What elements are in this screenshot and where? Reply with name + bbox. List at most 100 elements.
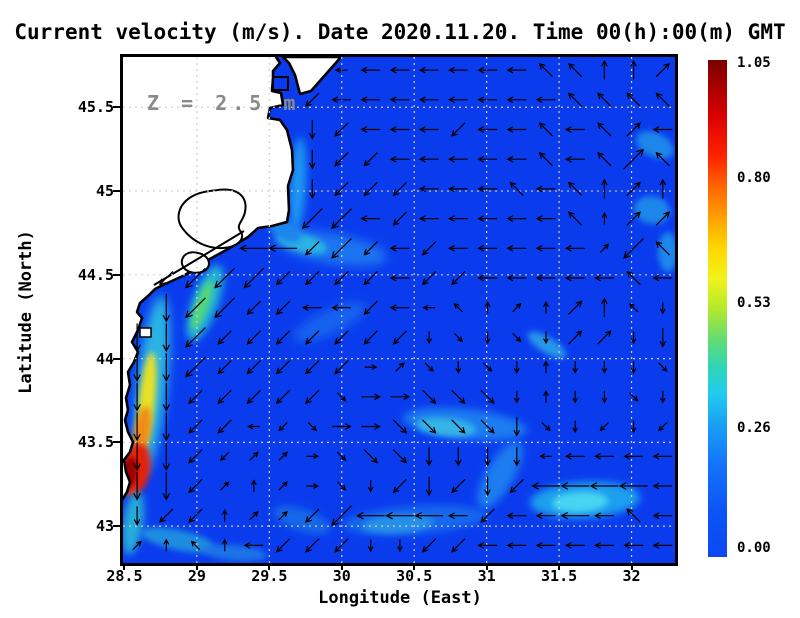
flow-arrow	[309, 119, 316, 140]
flow-arrow	[567, 92, 583, 107]
flow-arrow	[477, 126, 498, 133]
flow-arrow	[275, 360, 291, 375]
flow-arrow	[425, 476, 433, 497]
flow-arrow	[512, 332, 522, 343]
flow-arrow	[655, 151, 670, 167]
flow-arrow	[275, 538, 291, 553]
flow-arrow	[594, 453, 614, 460]
flow-arrow	[451, 479, 466, 494]
velocity-patch-right-cyan-core	[552, 491, 608, 513]
flow-arrow	[390, 393, 411, 400]
flow-arrow	[331, 208, 352, 229]
flow-arrow	[659, 327, 666, 348]
flow-arrow	[652, 453, 673, 460]
flow-arrow	[601, 178, 608, 199]
y-tick-label-43.5: 43.5	[77, 433, 114, 452]
flow-arrow	[133, 442, 141, 472]
flow-arrow	[539, 453, 553, 459]
flow-arrow	[133, 412, 141, 442]
y-tick-mark	[113, 106, 120, 109]
flow-arrow	[392, 330, 407, 345]
land-mass-coastline	[123, 57, 295, 502]
flow-arrow	[506, 245, 527, 252]
flow-arrow	[185, 297, 206, 319]
flow-arrow	[652, 126, 673, 133]
flow-arrow	[506, 96, 527, 103]
flow-arrow	[477, 274, 498, 282]
flow-arrow	[506, 156, 527, 163]
flow-arrow	[484, 446, 491, 467]
flow-arrow	[302, 304, 322, 311]
flow-arrow	[418, 185, 439, 193]
flow-arrow	[626, 508, 641, 523]
flow-arrow	[363, 181, 378, 197]
flow-arrow	[188, 389, 203, 405]
y-tick-label-45: 45	[95, 182, 114, 201]
flow-arrow	[626, 122, 641, 137]
flow-arrow	[418, 96, 439, 103]
flow-arrow	[568, 330, 583, 345]
x-tick-label-31.5: 31.5	[541, 567, 578, 585]
chart-title: Current velocity (m/s). Date 2020.11.20.…	[14, 20, 786, 44]
x-tick-mark	[268, 563, 271, 570]
flow-arrow	[363, 330, 378, 345]
flow-arrow	[422, 305, 436, 311]
flow-arrow	[133, 382, 141, 412]
flow-arrow	[572, 390, 578, 404]
flow-arrow	[418, 66, 439, 74]
flow-arrow	[568, 300, 583, 315]
flow-arrow	[337, 392, 347, 402]
flow-arrow	[363, 271, 378, 286]
x-tick-mark	[123, 563, 126, 570]
y-tick-mark	[113, 525, 120, 528]
flow-arrow	[214, 297, 235, 319]
flow-arrow	[246, 360, 261, 375]
flow-arrow	[506, 215, 527, 222]
flow-arrow	[159, 271, 174, 286]
flow-arrow	[601, 361, 608, 374]
y-tick-mark	[113, 190, 120, 193]
flow-arrow	[589, 482, 619, 490]
flow-arrow	[477, 245, 498, 252]
flow-arrow	[448, 245, 468, 252]
flow-arrow	[484, 476, 491, 497]
flow-arrow	[599, 243, 610, 253]
flow-arrow	[626, 92, 641, 107]
colorbar-tick-label-1.05: 1.05	[737, 55, 771, 71]
flow-arrow	[655, 211, 671, 226]
velocity-patch-topright-streak-2	[634, 195, 670, 225]
flow-arrow	[567, 62, 583, 77]
flow-arrow	[162, 353, 170, 382]
flow-arrow	[133, 353, 141, 382]
flow-arrow	[334, 67, 348, 73]
flow-arrow	[133, 506, 141, 526]
flow-arrow	[418, 156, 439, 163]
y-axis-label: Latitude (North)	[16, 230, 36, 394]
flow-arrow	[623, 238, 644, 259]
flow-arrow	[268, 244, 298, 252]
flow-arrow	[567, 181, 583, 196]
flow-arrow	[393, 449, 408, 464]
y-tick-mark	[113, 441, 120, 444]
flow-arrow	[538, 62, 553, 77]
flow-arrow	[477, 185, 498, 193]
flow-arrow	[477, 156, 498, 163]
flow-arrow	[451, 419, 466, 434]
flow-arrow	[655, 241, 670, 256]
flow-arrow	[275, 389, 291, 405]
flow-arrow	[535, 96, 556, 103]
flow-arrow	[275, 330, 291, 345]
flow-arrow	[307, 422, 318, 432]
flow-arrow	[541, 422, 551, 432]
velocity-patch-jet-south-trail	[123, 491, 144, 555]
flow-arrow	[594, 542, 614, 549]
flow-arrow	[389, 304, 410, 311]
flow-arrow	[222, 508, 228, 522]
flow-arrow	[418, 126, 439, 133]
flow-arrow	[393, 419, 408, 434]
flow-arrow	[451, 389, 466, 405]
flow-arrow	[414, 512, 444, 520]
velocity-patch-jet-north-core	[191, 280, 213, 330]
flow-arrow	[246, 300, 261, 315]
flow-arrow	[506, 126, 527, 133]
